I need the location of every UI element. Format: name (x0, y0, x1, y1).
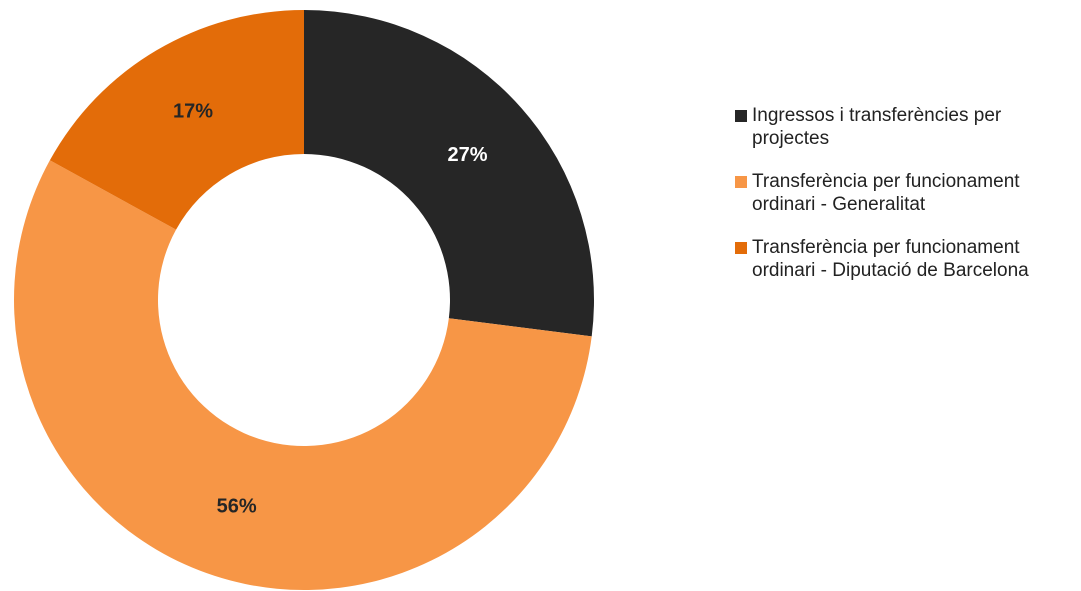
data-label: 17% (173, 101, 213, 123)
legend-item: Transferència per funcionament ordinari … (735, 170, 1035, 216)
legend-swatch (735, 242, 747, 254)
legend-item: Ingressos i transferències per projectes (735, 104, 1035, 150)
legend-label: Ingressos i transferències per projectes (752, 105, 1002, 149)
legend-item: Transferència per funcionament ordinari … (735, 236, 1035, 282)
legend-label: Transferència per funcionament ordinari … (752, 171, 1020, 215)
legend: Ingressos i transferències per projectes… (735, 104, 1035, 302)
data-label: 56% (217, 496, 257, 518)
donut-slice (49, 10, 304, 230)
legend-swatch (735, 176, 747, 188)
legend-swatch (735, 110, 747, 122)
legend-label: Transferència per funcionament ordinari … (752, 237, 1029, 281)
data-label: 27% (448, 144, 488, 166)
donut-slice (13, 160, 592, 591)
donut-slice (304, 10, 595, 337)
